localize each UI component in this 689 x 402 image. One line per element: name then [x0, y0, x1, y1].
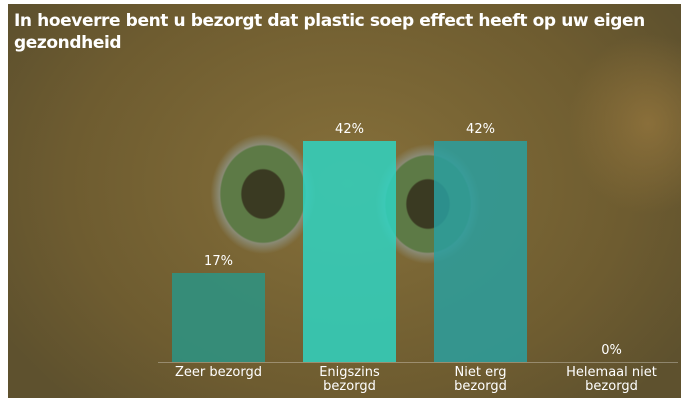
x-tick-label: Helemaal niet bezorgd	[566, 365, 657, 394]
bar	[303, 141, 396, 362]
x-tick-label: Niet erg bezorgd	[454, 365, 507, 394]
bar	[434, 141, 527, 362]
bar	[172, 272, 265, 362]
x-tick-label: Zeer bezorgd	[174, 365, 263, 380]
value-label: 17%	[204, 253, 233, 269]
baseline	[158, 362, 678, 363]
chart: In hoeverre bent u bezorgt dat plastic s…	[8, 4, 681, 398]
value-label: 42%	[466, 122, 495, 137]
chart-title: In hoeverre bent u bezorgt dat plastic s…	[14, 11, 645, 53]
value-label: 42%	[335, 122, 364, 137]
value-label: 0%	[601, 343, 622, 358]
x-tick-label: Enigszins bezorgd	[319, 365, 380, 394]
